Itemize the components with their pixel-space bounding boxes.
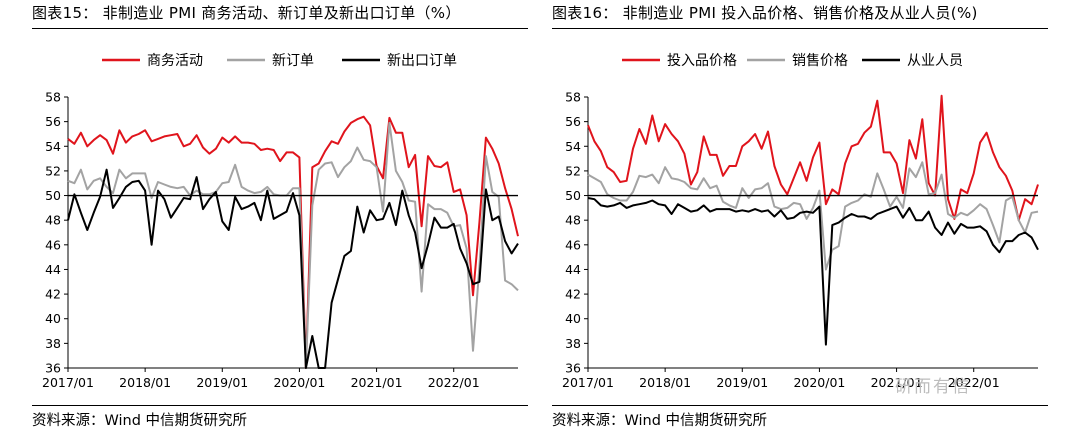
x-tick-label-5: 2022/01 [948, 375, 1000, 390]
title-rule-left [32, 28, 528, 29]
series-line-2 [67, 168, 519, 369]
source-rule-left [32, 405, 528, 406]
series-line-0 [587, 94, 1039, 222]
y-tick-label-7: 50 [565, 188, 581, 203]
legend-item-2: 从业人员 [862, 53, 963, 69]
y-tick-label-5: 46 [45, 237, 61, 252]
legend-label-0: 商务活动 [147, 53, 203, 69]
y-tick-label-4: 44 [45, 262, 61, 277]
legend-label-1: 销售价格 [792, 53, 848, 69]
y-tick-label-3: 42 [565, 287, 581, 302]
y-tick-label-7: 50 [45, 188, 61, 203]
x-tick-label-5: 2022/01 [428, 375, 480, 390]
y-tick-label-10: 56 [565, 114, 581, 129]
x-tick-label-1: 2018/01 [119, 375, 171, 390]
x-tick-label-2: 2019/01 [196, 375, 248, 390]
series-line-0 [67, 115, 519, 369]
figure-title-left: 图表15： 非制造业 PMI 商务活动、新订单及新出口订单（%） [32, 4, 461, 22]
y-tick-label-2: 40 [45, 311, 61, 326]
chart-right-svg: 投入品价格 销售价格 从业人员 36 38 40 42 44 46 48 50 52 54 56 58 201… [562, 53, 1039, 390]
y-tick-label-6: 48 [45, 213, 61, 228]
source-right: 资料来源：Wind 中信期货研究所 [552, 413, 768, 429]
y-tick-label-3: 42 [45, 287, 61, 302]
x-tick-label-1: 2018/01 [639, 375, 691, 390]
x-tick-label-0: 2017/01 [42, 375, 94, 390]
y-tick-label-0: 36 [565, 361, 581, 376]
y-tick-label-10: 56 [45, 114, 61, 129]
x-tick-label-3: 2020/01 [273, 375, 325, 390]
watermark: 研而有信 [895, 377, 971, 397]
y-tick-label-11: 58 [565, 90, 581, 105]
y-tick-label-2: 40 [565, 311, 581, 326]
y-tick-label-0: 36 [45, 361, 61, 376]
source-rule-right [552, 405, 1048, 406]
legend-item-0: 投入品价格 [622, 53, 737, 69]
x-tick-label-4: 2021/01 [871, 375, 923, 390]
legend-item-0: 商务活动 [102, 53, 203, 69]
y-tick-label-8: 52 [565, 163, 581, 178]
chart-right: 投入品价格 销售价格 从业人员 36 38 40 42 44 46 48 50 52 54 56 58 201… [552, 33, 1048, 397]
y-tick-label-9: 54 [45, 139, 61, 154]
legend-item-1: 新订单 [227, 53, 314, 69]
y-tick-label-9: 54 [565, 139, 581, 154]
title-rule-right [552, 28, 1048, 29]
legend-label-2: 新出口订单 [387, 53, 457, 69]
y-tick-label-4: 44 [565, 262, 581, 277]
y-tick-label-8: 52 [45, 163, 61, 178]
y-tick-label-1: 38 [565, 336, 581, 351]
legend-item-1: 销售价格 [747, 53, 848, 69]
series-line-1 [587, 161, 1039, 271]
y-tick-label-5: 46 [565, 237, 581, 252]
legend-label-2: 从业人员 [907, 53, 963, 69]
source-left: 资料来源：Wind 中信期货研究所 [32, 413, 248, 429]
series-line-1 [67, 121, 519, 369]
legend-item-2: 新出口订单 [342, 53, 457, 69]
legend-label-1: 新订单 [272, 53, 314, 69]
legend-label-0: 投入品价格 [667, 53, 737, 69]
x-tick-label-3: 2020/01 [793, 375, 845, 390]
figure-title-right: 图表16： 非制造业 PMI 投入品价格、销售价格及从业人员(%) [552, 4, 978, 22]
series-line-2 [587, 197, 1039, 346]
y-tick-label-6: 48 [565, 213, 581, 228]
chart-left: 商务活动 新订单 新出口订单 36 38 40 42 44 46 48 50 52 54 56 58 2017… [32, 33, 528, 397]
y-tick-label-11: 58 [45, 90, 61, 105]
x-tick-label-2: 2019/01 [716, 375, 768, 390]
y-tick-label-1: 38 [45, 336, 61, 351]
x-tick-label-4: 2021/01 [351, 375, 403, 390]
chart-left-svg: 商务活动 新订单 新出口订单 36 38 40 42 44 46 48 50 52 54 56 58 2017… [42, 53, 519, 390]
x-tick-label-0: 2017/01 [562, 375, 614, 390]
